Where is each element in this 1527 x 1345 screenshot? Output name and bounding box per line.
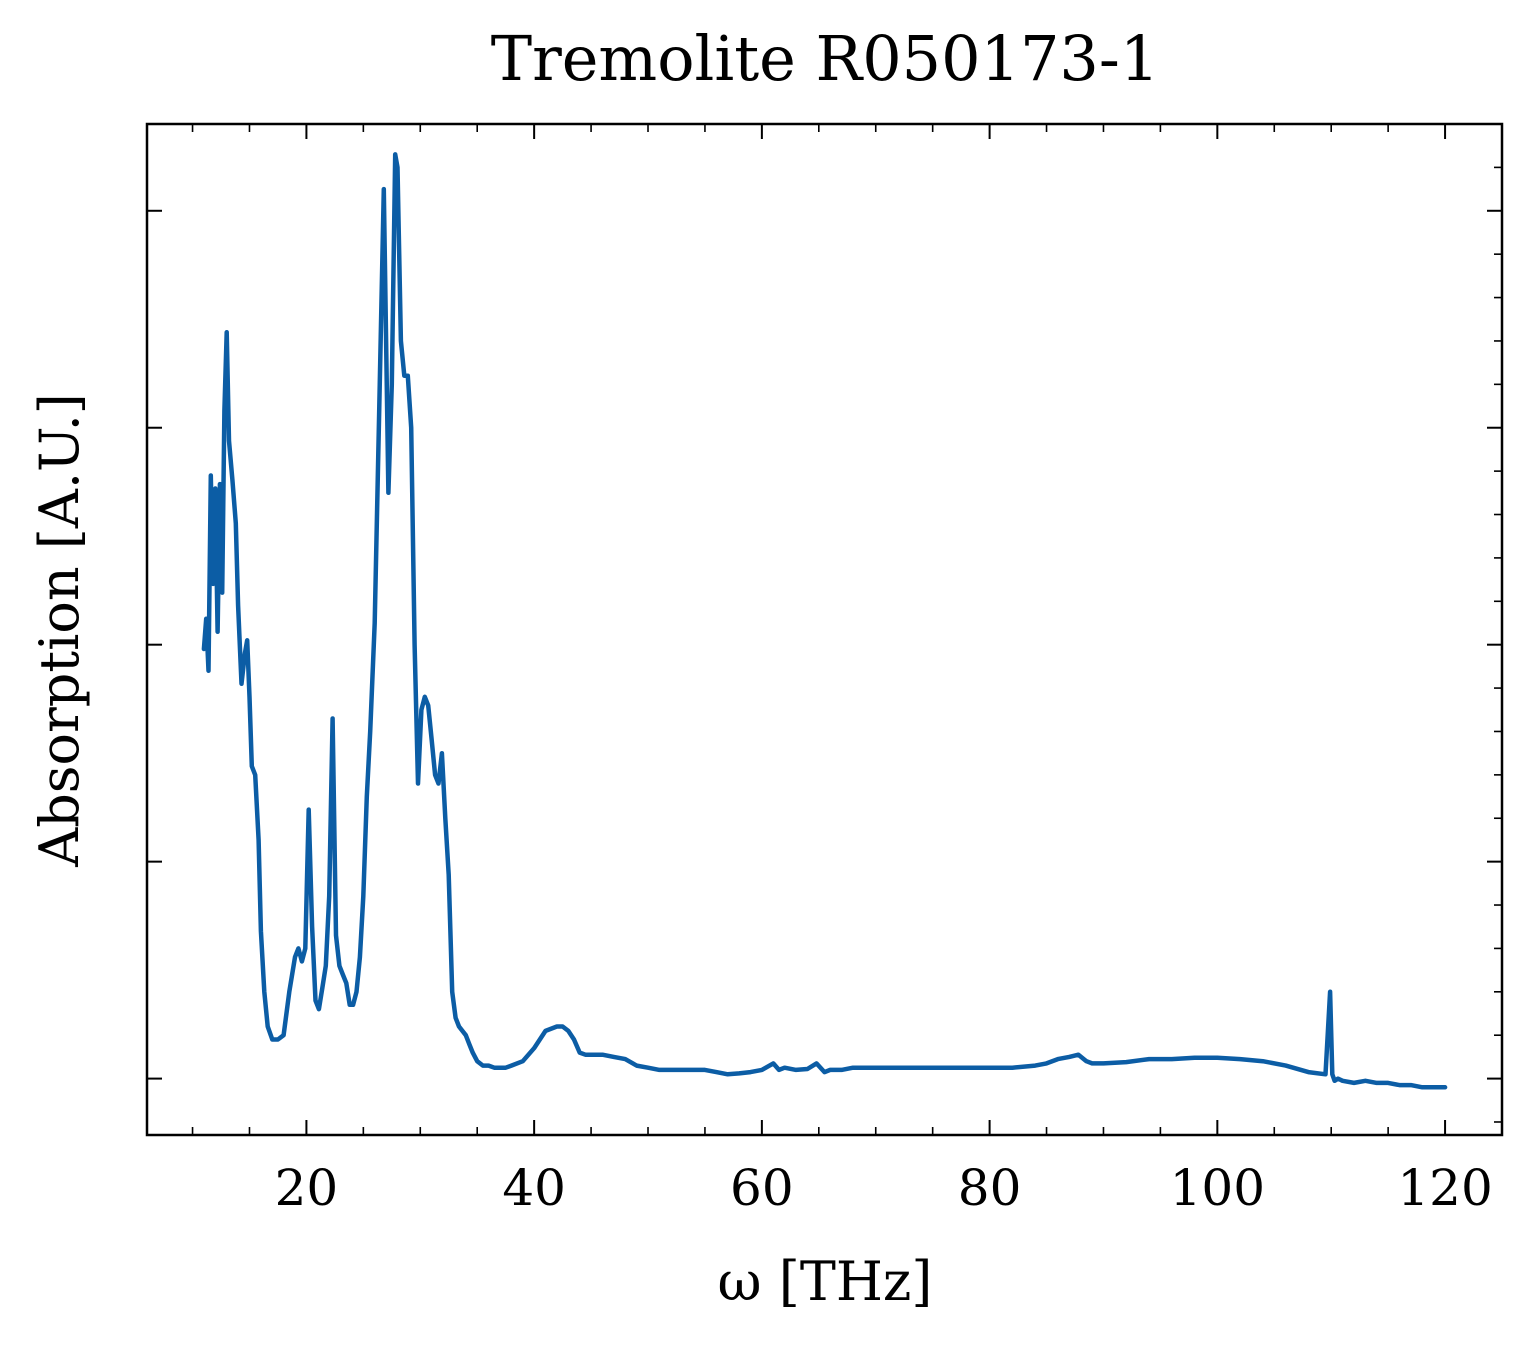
x-tick-label: 40 (502, 1159, 566, 1217)
y-axis-label: Absorption [A.U.] (28, 393, 91, 868)
chart-title: Tremolite R050173-1 (491, 22, 1160, 95)
x-tick-label: 120 (1397, 1159, 1492, 1217)
x-tick-label: 20 (275, 1159, 339, 1217)
x-tick-label: 60 (730, 1159, 794, 1217)
axis-ticks: 20 40 60 80 100 120 (147, 124, 1503, 1217)
plot-frame (145, 122, 1504, 1137)
series-line-0 (201, 152, 1448, 1090)
plot-area-border (145, 122, 1504, 1137)
x-tick-label: 100 (1170, 1159, 1265, 1217)
series-group (201, 152, 1448, 1090)
x-axis-label: ω [THz] (718, 1250, 933, 1313)
x-tick-label: 80 (958, 1159, 1022, 1217)
